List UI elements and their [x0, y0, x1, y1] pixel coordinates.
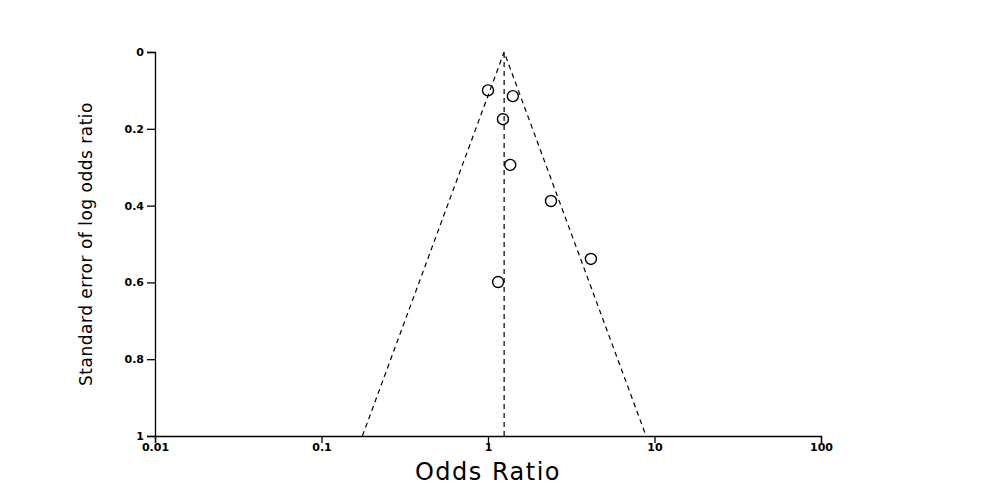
study-point: [546, 195, 557, 206]
tick: 0.2: [125, 123, 156, 136]
plot-area: [362, 52, 646, 436]
tick: 0.1: [312, 436, 332, 454]
tick-label: 0.2: [125, 123, 145, 136]
funnel-limits: [362, 52, 646, 436]
tick-mark: [147, 282, 155, 283]
study-point: [493, 277, 504, 288]
study-point: [483, 85, 494, 96]
tick-label: 1: [485, 441, 493, 454]
y-axis-title: Standard error of log odds ratio: [76, 102, 96, 386]
tick: 1: [136, 430, 155, 443]
tick: 1: [485, 436, 493, 454]
tick-label: 0.01: [142, 441, 169, 454]
tick-label: 10: [647, 441, 663, 454]
tick-label: 0.4: [125, 200, 145, 213]
chart: 0.01 0.1 1 10 100 0 0.2 0.4 0.6 0.8 1 Odds Ratio Sta…: [0, 0, 986, 501]
tick: 0.6: [125, 276, 156, 289]
study-point: [497, 114, 508, 125]
tick-mark: [147, 205, 155, 206]
tick-label: 1: [136, 430, 144, 443]
tick-mark: [147, 359, 155, 360]
pooled-estimate-line: [504, 52, 505, 436]
tick-label: 0: [136, 46, 144, 59]
tick-label: 0.6: [125, 276, 145, 289]
tick: 0.01: [142, 436, 169, 454]
tick-mark: [147, 436, 155, 437]
tick: 0: [136, 46, 155, 59]
tick: 0.8: [125, 353, 156, 366]
axis-line: [147, 53, 156, 437]
tick-label: 100: [810, 441, 833, 454]
tick-label: 0.1: [312, 441, 332, 454]
tick: 10: [647, 436, 663, 454]
tick: 0.4: [125, 200, 156, 213]
tick-label: 0.8: [125, 353, 145, 366]
tick-mark: [147, 52, 155, 53]
study-point: [507, 91, 518, 102]
tick: 100: [810, 436, 833, 454]
x-axis-title: Odds Ratio: [415, 458, 561, 486]
study-point: [585, 253, 596, 264]
tick-mark: [147, 129, 155, 130]
study-point: [505, 159, 516, 170]
y-axis: 0 0.2 0.4 0.6 0.8 1: [125, 46, 156, 443]
x-axis: 0.01 0.1 1 10 100: [142, 436, 833, 454]
